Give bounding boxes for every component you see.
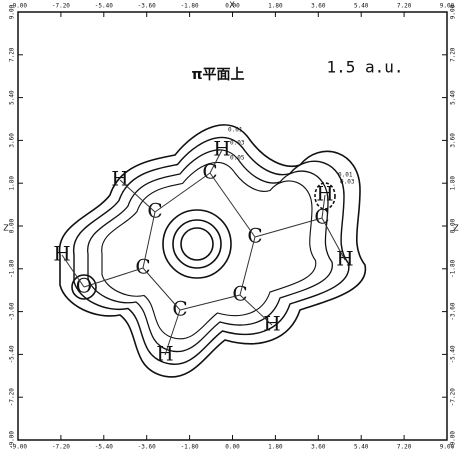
- atom-label: C: [247, 224, 262, 248]
- x-tick-label: 9.00: [440, 3, 455, 10]
- z-tick-label: 0.00: [450, 218, 457, 233]
- x-tick-label: 3.60: [311, 444, 326, 451]
- contour-label: 0.01: [228, 127, 243, 134]
- x-tick-label: 0.00: [225, 3, 240, 10]
- x-axis-label: X: [229, 1, 235, 10]
- z-tick-label: 5.40: [9, 90, 16, 105]
- contour: [101, 161, 317, 340]
- x-tick-label: 7.20: [397, 3, 412, 10]
- z-tick-label: -7.20: [9, 388, 16, 406]
- bond: [239, 236, 256, 296]
- bond: [142, 211, 156, 269]
- bonds: [61, 149, 346, 356]
- x-tick-label: 1.80: [268, 3, 283, 10]
- contour-label: 0.01: [338, 172, 353, 179]
- z-tick-label: 5.40: [450, 90, 457, 105]
- bond: [154, 172, 211, 213]
- bond: [142, 267, 181, 311]
- contour: [314, 182, 336, 210]
- z-tick-label: -5.40: [450, 345, 457, 363]
- x-tick-label: 3.60: [311, 3, 326, 10]
- z-tick-label: -3.60: [9, 302, 16, 320]
- x-tick-label: -7.20: [52, 3, 70, 10]
- z-tick-label: 7.20: [9, 47, 16, 62]
- z-tick-label: -1.80: [9, 259, 16, 277]
- z-tick-label: 3.60: [450, 133, 457, 148]
- contour-label: 0.05: [230, 155, 245, 162]
- bond: [179, 294, 241, 311]
- z-tick-label: -3.60: [450, 302, 457, 320]
- atom-label: H: [213, 137, 230, 161]
- contour-lines: [58, 124, 367, 378]
- z-tick-label: -9.00: [9, 431, 16, 449]
- z-tick-label: -1.80: [450, 259, 457, 277]
- bond: [209, 149, 223, 174]
- atom-label: H: [53, 242, 70, 266]
- scale-note: 1.5 a.u.: [326, 58, 403, 77]
- x-tick-label: -7.20: [52, 444, 70, 451]
- contour: [172, 219, 222, 269]
- bond: [209, 172, 256, 238]
- x-tick-label: -9.00: [9, 3, 27, 10]
- atom-label: C: [147, 199, 162, 223]
- contour: [71, 274, 97, 300]
- contour: [162, 209, 232, 279]
- atom-label: C: [172, 297, 187, 321]
- x-tick-label: -1.80: [181, 3, 199, 10]
- x-tick-label: -3.60: [138, 444, 156, 451]
- x-tick-label: 9.00: [440, 444, 455, 451]
- z-tick-label: -9.00: [450, 431, 457, 449]
- z-tick-label: 9.00: [9, 4, 16, 19]
- bond: [83, 267, 144, 288]
- x-tick-label: 7.20: [397, 444, 412, 451]
- bond: [119, 179, 156, 213]
- contour: [58, 124, 367, 378]
- atom-label: H: [316, 182, 333, 206]
- x-tick-label: 0.00: [225, 444, 240, 451]
- x-tick-label: -9.00: [9, 444, 27, 451]
- z-tick-label: 1.80: [9, 176, 16, 191]
- z-tick-label: -5.40: [9, 345, 16, 363]
- plot-title: π平面上: [191, 67, 244, 83]
- contour: [180, 227, 214, 261]
- x-tick-label: 5.40: [354, 3, 369, 10]
- x-tick-label: -1.80: [181, 444, 199, 451]
- bond: [239, 294, 273, 326]
- bond: [164, 309, 181, 356]
- atom-label: H: [111, 167, 128, 191]
- bond: [61, 254, 85, 288]
- x-tick-label: 5.40: [354, 444, 369, 451]
- x-tick-label: -3.60: [138, 3, 156, 10]
- x-tick-label: 1.80: [268, 444, 283, 451]
- x-tick-label: -5.40: [95, 444, 113, 451]
- z-axis-label-right: Z: [453, 224, 459, 233]
- bond: [254, 217, 323, 238]
- z-tick-label: 1.80: [450, 176, 457, 191]
- z-tick-label: 0.00: [9, 218, 16, 233]
- z-tick-label: -7.20: [450, 388, 457, 406]
- bond: [321, 217, 346, 261]
- contour-label: 0.03: [340, 179, 355, 186]
- z-axis-label: Z: [3, 224, 9, 233]
- atom-label: O: [76, 274, 92, 298]
- contour: [73, 136, 350, 365]
- z-tick-label: 7.20: [450, 47, 457, 62]
- x-tick-label: -5.40: [95, 3, 113, 10]
- contour: [87, 149, 333, 353]
- bond: [321, 194, 326, 219]
- contour-label: 0.03: [230, 140, 245, 147]
- atom-label: H: [336, 247, 353, 271]
- z-tick-label: 3.60: [9, 133, 16, 148]
- atom-label: H: [263, 312, 280, 336]
- z-tick-label: 9.00: [450, 4, 457, 19]
